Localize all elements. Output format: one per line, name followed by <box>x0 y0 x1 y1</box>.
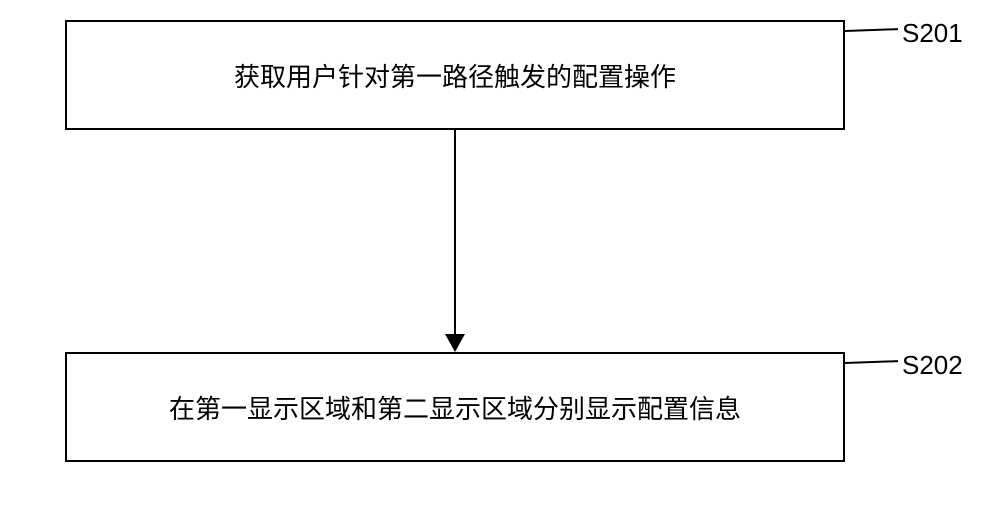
flow-node-s202-text: 在第一显示区域和第二显示区域分别显示配置信息 <box>169 389 741 426</box>
label-connector-s201 <box>845 28 898 32</box>
flow-node-s202: 在第一显示区域和第二显示区域分别显示配置信息 <box>65 352 845 462</box>
flow-node-s201: 获取用户针对第一路径触发的配置操作 <box>65 20 845 130</box>
step-label-s201: S201 <box>902 18 963 49</box>
flow-edge-s201-s202 <box>454 130 456 334</box>
flow-arrowhead-s201-s202 <box>445 334 465 352</box>
flow-node-s201-text: 获取用户针对第一路径触发的配置操作 <box>234 57 676 94</box>
label-connector-s202 <box>845 360 898 364</box>
step-label-s202: S202 <box>902 350 963 381</box>
